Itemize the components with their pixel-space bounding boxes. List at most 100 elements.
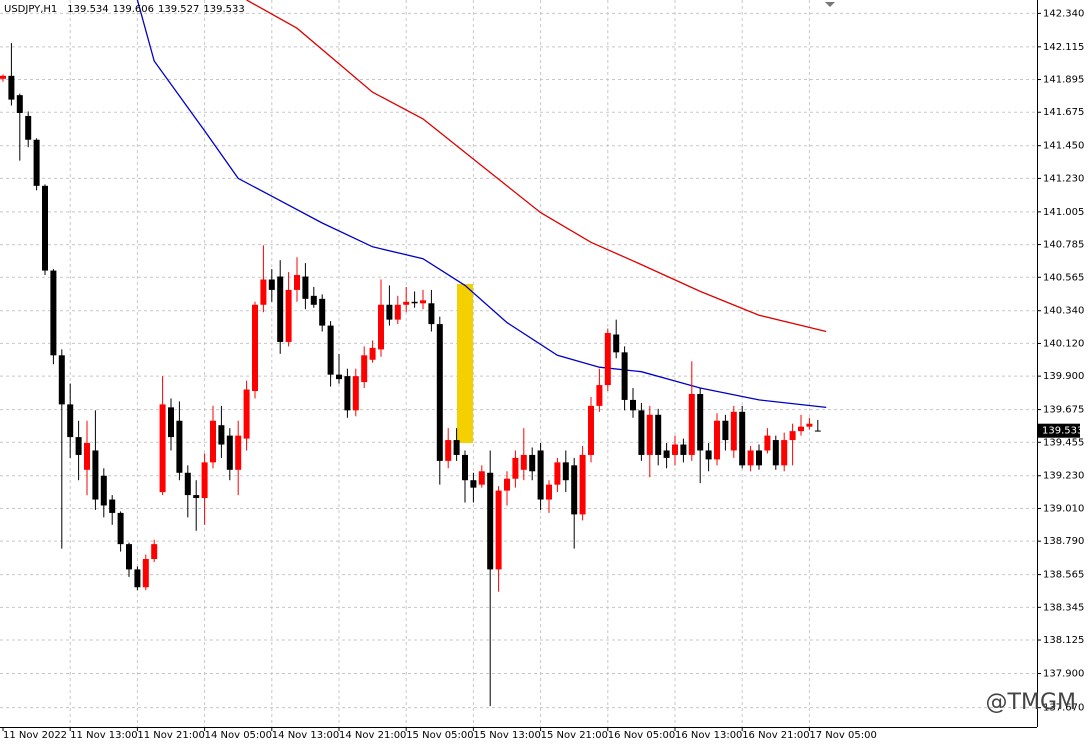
candle-body (613, 334, 620, 353)
candle-body (756, 450, 762, 466)
candle-body (369, 347, 376, 360)
header-low: 139.527 (158, 4, 199, 15)
x-tick-label: 16 Nov 21:00 (742, 730, 809, 741)
x-tick-label: 14 Nov 21:00 (339, 730, 406, 741)
candle-body (428, 303, 435, 325)
candle-body (193, 495, 200, 499)
candle-body (16, 95, 23, 113)
candle-body (604, 333, 611, 386)
candle-body (235, 435, 242, 470)
y-tick-label: 139.010 (1043, 503, 1084, 514)
candle-body (319, 298, 326, 326)
candle-body (302, 276, 309, 299)
candle-body (92, 450, 99, 500)
candle-body (789, 431, 796, 441)
candle-body (596, 385, 603, 406)
candle-body (243, 389, 250, 439)
chart-header: USDJPY,H1 139.534 139.606 139.527 139.533 (4, 4, 245, 15)
y-tick-label: 141.895 (1043, 75, 1084, 86)
candle-body (672, 444, 678, 455)
header-open: 139.534 (67, 4, 108, 15)
candle-body (495, 490, 502, 570)
candle-body (705, 450, 712, 460)
candle-body (814, 430, 821, 432)
candle-body (252, 304, 258, 392)
candle-body (512, 457, 519, 479)
y-tick-label: 140.785 (1043, 240, 1084, 251)
x-tick-label: 11 Nov 21:00 (137, 730, 204, 741)
shift-marker (825, 2, 835, 7)
candle-body (310, 295, 317, 305)
candle-body (781, 440, 788, 466)
symbol: USDJPY,H1 (4, 4, 57, 15)
candle-body (697, 393, 704, 451)
moving-average (246, 0, 827, 333)
highlight-box (457, 284, 473, 443)
candle-body (714, 420, 720, 460)
candle-body (730, 411, 737, 451)
candle-body (142, 559, 149, 588)
candle-body (84, 443, 90, 470)
x-tick-label: 15 Nov 13:00 (473, 730, 540, 741)
candle-body (487, 472, 494, 570)
candle-body (168, 407, 174, 438)
watermark: @TMGM (986, 690, 1076, 715)
candle-body (134, 569, 141, 588)
candle-body (0, 75, 6, 79)
y-tick-label: 137.670 (1043, 703, 1084, 714)
candle-body (268, 279, 275, 290)
candle-body (537, 450, 544, 500)
y-tick-label: 138.125 (1043, 635, 1084, 646)
candle-body (260, 279, 267, 305)
candle-body (344, 376, 351, 411)
x-tick-label: 11 Nov 2022 (3, 730, 67, 741)
candle-body (58, 355, 65, 405)
candle-body (504, 478, 510, 491)
grid (0, 0, 1037, 727)
x-tick-label: 11 Nov 13:00 (70, 730, 137, 741)
current-price-label: 139.533 (1042, 426, 1083, 437)
candle-body (663, 450, 670, 458)
y-tick-label: 141.230 (1043, 173, 1084, 184)
candle-body (571, 465, 578, 515)
y-tick-label: 140.340 (1043, 306, 1084, 317)
candle-body (638, 410, 645, 455)
candle-body (546, 484, 552, 500)
x-tick-label: 14 Nov 13:00 (272, 730, 339, 741)
candle-body (520, 454, 527, 470)
candle-body (386, 304, 393, 320)
y-tick-label: 138.565 (1043, 570, 1084, 581)
y-tick-label: 139.675 (1043, 405, 1084, 416)
candle-body (403, 301, 410, 305)
candle-body (420, 300, 426, 304)
candle-body (210, 420, 216, 463)
candle-body (378, 304, 384, 350)
candle-body (436, 324, 443, 461)
candle-body (680, 444, 687, 455)
candle-body (688, 393, 695, 455)
candle-body (336, 374, 342, 380)
candle-body (739, 411, 746, 466)
candle-body (25, 115, 32, 140)
candle-body (159, 404, 166, 493)
candle-body (529, 454, 536, 472)
candle-body (361, 355, 368, 383)
x-tick-label: 15 Nov 21:00 (541, 730, 608, 741)
candle-body (176, 420, 183, 473)
x-tick-label: 15 Nov 05:00 (406, 730, 473, 741)
header-close: 139.533 (203, 4, 244, 15)
y-tick-label: 141.675 (1043, 107, 1084, 118)
x-tick-label: 17 Nov 05:00 (809, 730, 876, 741)
candle-body (554, 462, 561, 485)
candle-body (562, 462, 569, 481)
candle-body (126, 544, 132, 570)
candle-body (445, 440, 452, 461)
current-price-box (1038, 423, 1080, 438)
candle-body (588, 405, 594, 455)
candle-body (327, 325, 334, 375)
candle-body (184, 472, 191, 496)
candle-body (470, 480, 477, 488)
y-tick-label: 140.120 (1043, 338, 1084, 349)
